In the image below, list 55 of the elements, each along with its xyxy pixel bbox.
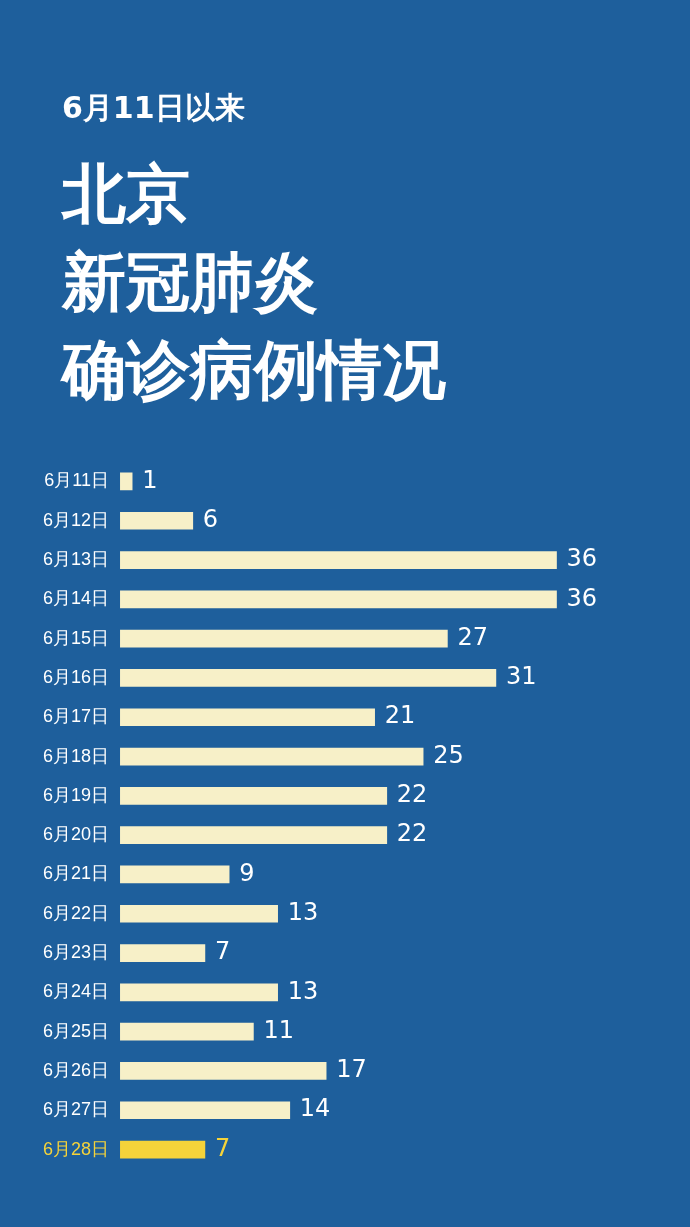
y-tick-label: 6月27日 [42,1099,110,1120]
data-label: 27 [457,622,488,651]
bar [120,865,230,884]
bar [120,1101,291,1120]
bar [120,826,388,844]
data-label: 6 [202,504,219,533]
data-label: 36 [566,583,598,612]
bar [120,904,278,923]
data-label: 13 [287,897,319,926]
bar [120,590,557,609]
bar [120,983,278,1002]
y-tick-label: 6月19日 [42,784,110,805]
y-tick-label: 6月15日 [42,627,110,648]
data-label: 22 [396,819,428,848]
y-tick-label: 6月12日 [42,509,110,530]
data-label: 13 [287,976,319,1005]
data-label: 11 [263,1015,294,1044]
y-tick-label: 6月26日 [42,1059,110,1080]
bar [120,551,557,569]
data-label: 21 [384,701,416,730]
data-label: 1 [142,465,158,494]
y-tick-label: 6月16日 [42,666,110,687]
y-tick-label: 6月28日 [42,1138,110,1159]
y-tick-label: 6月23日 [42,942,110,963]
y-tick-label: 6月18日 [42,745,110,766]
y-tick-label: 6月14日 [42,588,110,609]
data-label: 7 [214,937,231,966]
y-tick-label: 6月11日 [44,470,110,491]
y-tick-label: 6月13日 [42,549,110,570]
data-label: 7 [214,1133,231,1162]
data-label: 17 [336,1055,367,1084]
y-tick-label: 6月21日 [42,863,110,884]
bar [120,629,448,648]
bar [120,747,424,766]
y-tick-label: 6月22日 [42,902,110,923]
bar [120,669,497,687]
y-tick-label: 6月25日 [42,1020,110,1041]
bar [120,944,206,962]
bar [120,511,194,530]
data-label: 36 [566,544,598,573]
data-label: 22 [396,780,428,809]
y-tick-label: 6月17日 [42,706,110,727]
y-tick-label: 6月20日 [42,824,110,845]
bar [120,1022,254,1041]
data-label: 25 [433,740,464,769]
bar [120,1062,327,1080]
bar [120,787,388,805]
data-label: 14 [299,1094,331,1123]
data-label: 31 [505,662,537,691]
chart-title: 北京新冠肺炎确诊病例情况 [62,156,446,409]
chart-subtitle: 6月11日以来 [62,89,245,127]
data-label: 9 [239,858,255,887]
bar [120,1140,206,1159]
bar [120,708,375,727]
y-tick-label: 6月24日 [42,981,110,1002]
